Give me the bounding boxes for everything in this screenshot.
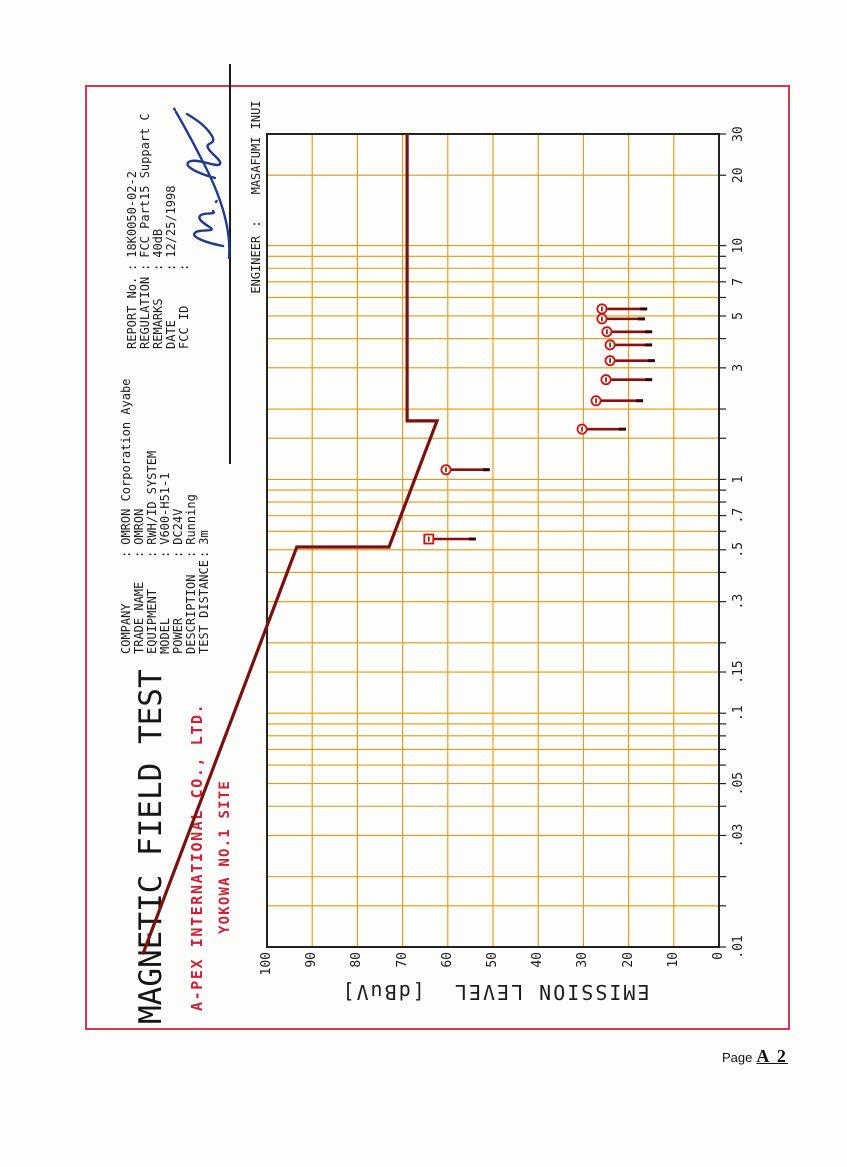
frequency-tick-label: .03 bbox=[731, 823, 746, 848]
frequency-tick-label: .5 bbox=[731, 541, 746, 558]
db-tick-label: 100 bbox=[259, 952, 274, 976]
frequency-tick-label: .15 bbox=[731, 660, 746, 684]
frequency-tick-label: .01 bbox=[731, 935, 746, 959]
db-tick-label: 90 bbox=[304, 952, 320, 968]
red-page-border: MAGNETIC FIELD TEST A-PEX INTERNATIONAL … bbox=[85, 64, 790, 1030]
frequency-tick-label: .05 bbox=[731, 771, 746, 796]
page-word: Page bbox=[722, 1050, 753, 1065]
chart-frame bbox=[266, 133, 720, 948]
frequency-tick-label: 30 bbox=[731, 126, 746, 142]
rotated-landscape-content: MAGNETIC FIELD TEST A-PEX INTERNATIONAL … bbox=[89, 64, 794, 1034]
frequency-tick-label: 3 bbox=[731, 363, 746, 372]
emission-chart bbox=[141, 133, 726, 955]
page-number-value: A 2 bbox=[756, 1046, 788, 1066]
frequency-tick-label: 20 bbox=[731, 167, 746, 184]
y-axis-title: EMISSION LEVEL [dBuV] bbox=[340, 980, 650, 1004]
frequency-tick-label: .1 bbox=[731, 705, 746, 722]
fcc-limit-line bbox=[141, 134, 440, 955]
handwritten-signature bbox=[173, 107, 231, 260]
db-tick-label: 10 bbox=[665, 952, 681, 968]
frequency-tick-label: .3 bbox=[731, 593, 746, 610]
db-tick-label: 0 bbox=[711, 952, 726, 960]
frequency-tick-label: 5 bbox=[731, 312, 746, 320]
page-number: Page A 2 bbox=[722, 1046, 788, 1067]
